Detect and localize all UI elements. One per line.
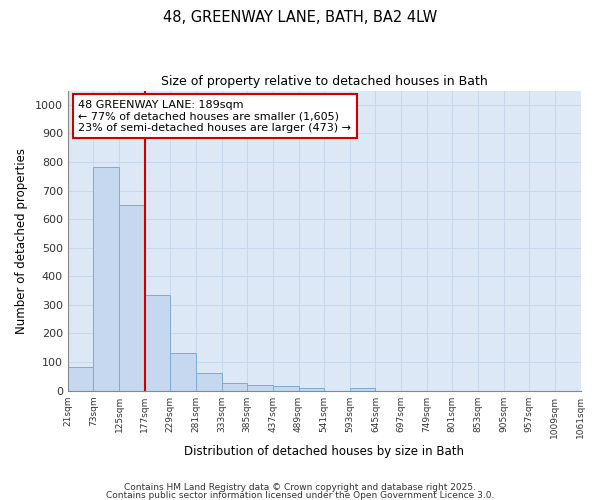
- Bar: [119, 206, 145, 390]
- Text: 48, GREENWAY LANE, BATH, BA2 4LW: 48, GREENWAY LANE, BATH, BA2 4LW: [163, 10, 437, 25]
- Bar: [170, 352, 196, 391]
- Bar: [68, 367, 94, 390]
- Y-axis label: Number of detached properties: Number of detached properties: [15, 148, 28, 334]
- Bar: [350, 388, 376, 390]
- Text: 48 GREENWAY LANE: 189sqm
← 77% of detached houses are smaller (1,605)
23% of sem: 48 GREENWAY LANE: 189sqm ← 77% of detach…: [78, 100, 351, 133]
- X-axis label: Distribution of detached houses by size in Bath: Distribution of detached houses by size …: [184, 444, 464, 458]
- Bar: [247, 386, 273, 390]
- Bar: [273, 386, 299, 390]
- Bar: [299, 388, 324, 390]
- Title: Size of property relative to detached houses in Bath: Size of property relative to detached ho…: [161, 75, 488, 88]
- Bar: [221, 384, 247, 390]
- Text: Contains HM Land Registry data © Crown copyright and database right 2025.: Contains HM Land Registry data © Crown c…: [124, 484, 476, 492]
- Bar: [145, 295, 170, 390]
- Text: Contains public sector information licensed under the Open Government Licence 3.: Contains public sector information licen…: [106, 490, 494, 500]
- Bar: [196, 373, 221, 390]
- Bar: [94, 167, 119, 390]
